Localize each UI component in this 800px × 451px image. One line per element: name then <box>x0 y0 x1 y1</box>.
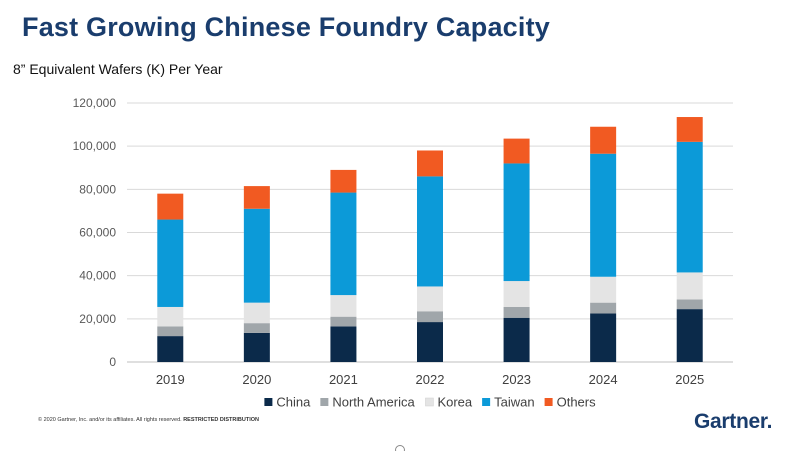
bar-segment-korea <box>243 302 270 324</box>
y-tick-label: 0 <box>109 355 116 369</box>
bar-segment-taiwan <box>243 208 270 303</box>
bar-segment-north-america <box>157 326 184 337</box>
bar-segment-taiwan <box>330 192 357 296</box>
bar-segment-north-america <box>330 316 357 327</box>
bar-segment-taiwan <box>417 176 443 287</box>
bar-segment-others <box>157 193 184 220</box>
bar-segment-others <box>330 169 357 193</box>
legend-swatch-north-america <box>320 398 329 406</box>
bar-segment-north-america <box>243 323 270 333</box>
bar-segment-china <box>417 322 443 362</box>
bar-segment-taiwan <box>503 163 530 282</box>
bar-segment-korea <box>590 276 617 303</box>
bar-segment-north-america <box>676 299 703 310</box>
distribution-label: RESTRICTED DISTRIBUTION <box>183 417 259 423</box>
copyright-text: © 2020 Gartner, Inc. and/or its affiliat… <box>38 417 182 423</box>
y-tick-label: 20,000 <box>79 312 116 326</box>
bar-segment-china <box>243 332 270 362</box>
y-tick-label: 80,000 <box>79 182 116 196</box>
legend-swatch-taiwan <box>482 398 491 406</box>
legend-swatch-korea <box>425 397 434 407</box>
bar-segment-north-america <box>503 306 530 318</box>
bar-segment-others <box>676 117 703 142</box>
x-tick-label: 2019 <box>156 372 185 387</box>
slide-title: Fast Growing Chinese Foundry Capacity <box>22 12 550 42</box>
bar-segment-korea <box>503 281 530 307</box>
bar-segment-taiwan <box>676 141 703 273</box>
legend-swatch-others <box>544 398 553 406</box>
bar-segment-others <box>590 126 617 154</box>
bar-segment-korea <box>417 286 443 312</box>
legend-label-china: China <box>276 395 311 410</box>
bar-segment-china <box>157 336 184 362</box>
y-tick-label: 60,000 <box>79 226 116 240</box>
bar-segment-korea <box>330 295 357 317</box>
bar-segment-taiwan <box>157 219 184 307</box>
gartner-logo: Gartner. <box>694 410 773 433</box>
y-tick-label: 40,000 <box>79 269 116 283</box>
legend-swatch-china <box>264 398 273 406</box>
legend-label-others: Others <box>557 395 597 410</box>
x-tick-label: 2024 <box>589 372 618 387</box>
legend-label-korea: Korea <box>437 395 472 410</box>
scroll-indicator-icon[interactable] <box>395 445 405 451</box>
x-tick-label: 2022 <box>416 372 445 387</box>
bar-segment-china <box>330 326 357 362</box>
bar-segment-north-america <box>590 302 617 314</box>
bar-segment-others <box>417 150 443 177</box>
x-tick-label: 2025 <box>675 372 704 387</box>
bar-segment-others <box>503 138 530 164</box>
x-tick-label: 2023 <box>502 372 531 387</box>
y-tick-label: 120,000 <box>73 96 117 110</box>
bar-segment-china <box>590 313 617 362</box>
bar-segment-korea <box>676 272 703 300</box>
y-tick-label: 100,000 <box>73 139 117 153</box>
x-tick-label: 2021 <box>329 372 358 387</box>
chart-subtitle: 8” Equivalent Wafers (K) Per Year <box>13 61 223 77</box>
bar-segment-others <box>243 186 270 209</box>
copyright-note: © 2020 Gartner, Inc. and/or its affiliat… <box>38 417 259 423</box>
x-tick-label: 2020 <box>242 372 271 387</box>
bar-segment-korea <box>157 306 184 327</box>
bar-segment-china <box>676 309 703 362</box>
legend-label-north-america: North America <box>332 395 415 410</box>
bar-segment-taiwan <box>590 153 617 277</box>
legend-label-taiwan: Taiwan <box>494 395 534 410</box>
bar-segment-china <box>503 317 530 362</box>
bar-segment-north-america <box>417 311 443 323</box>
